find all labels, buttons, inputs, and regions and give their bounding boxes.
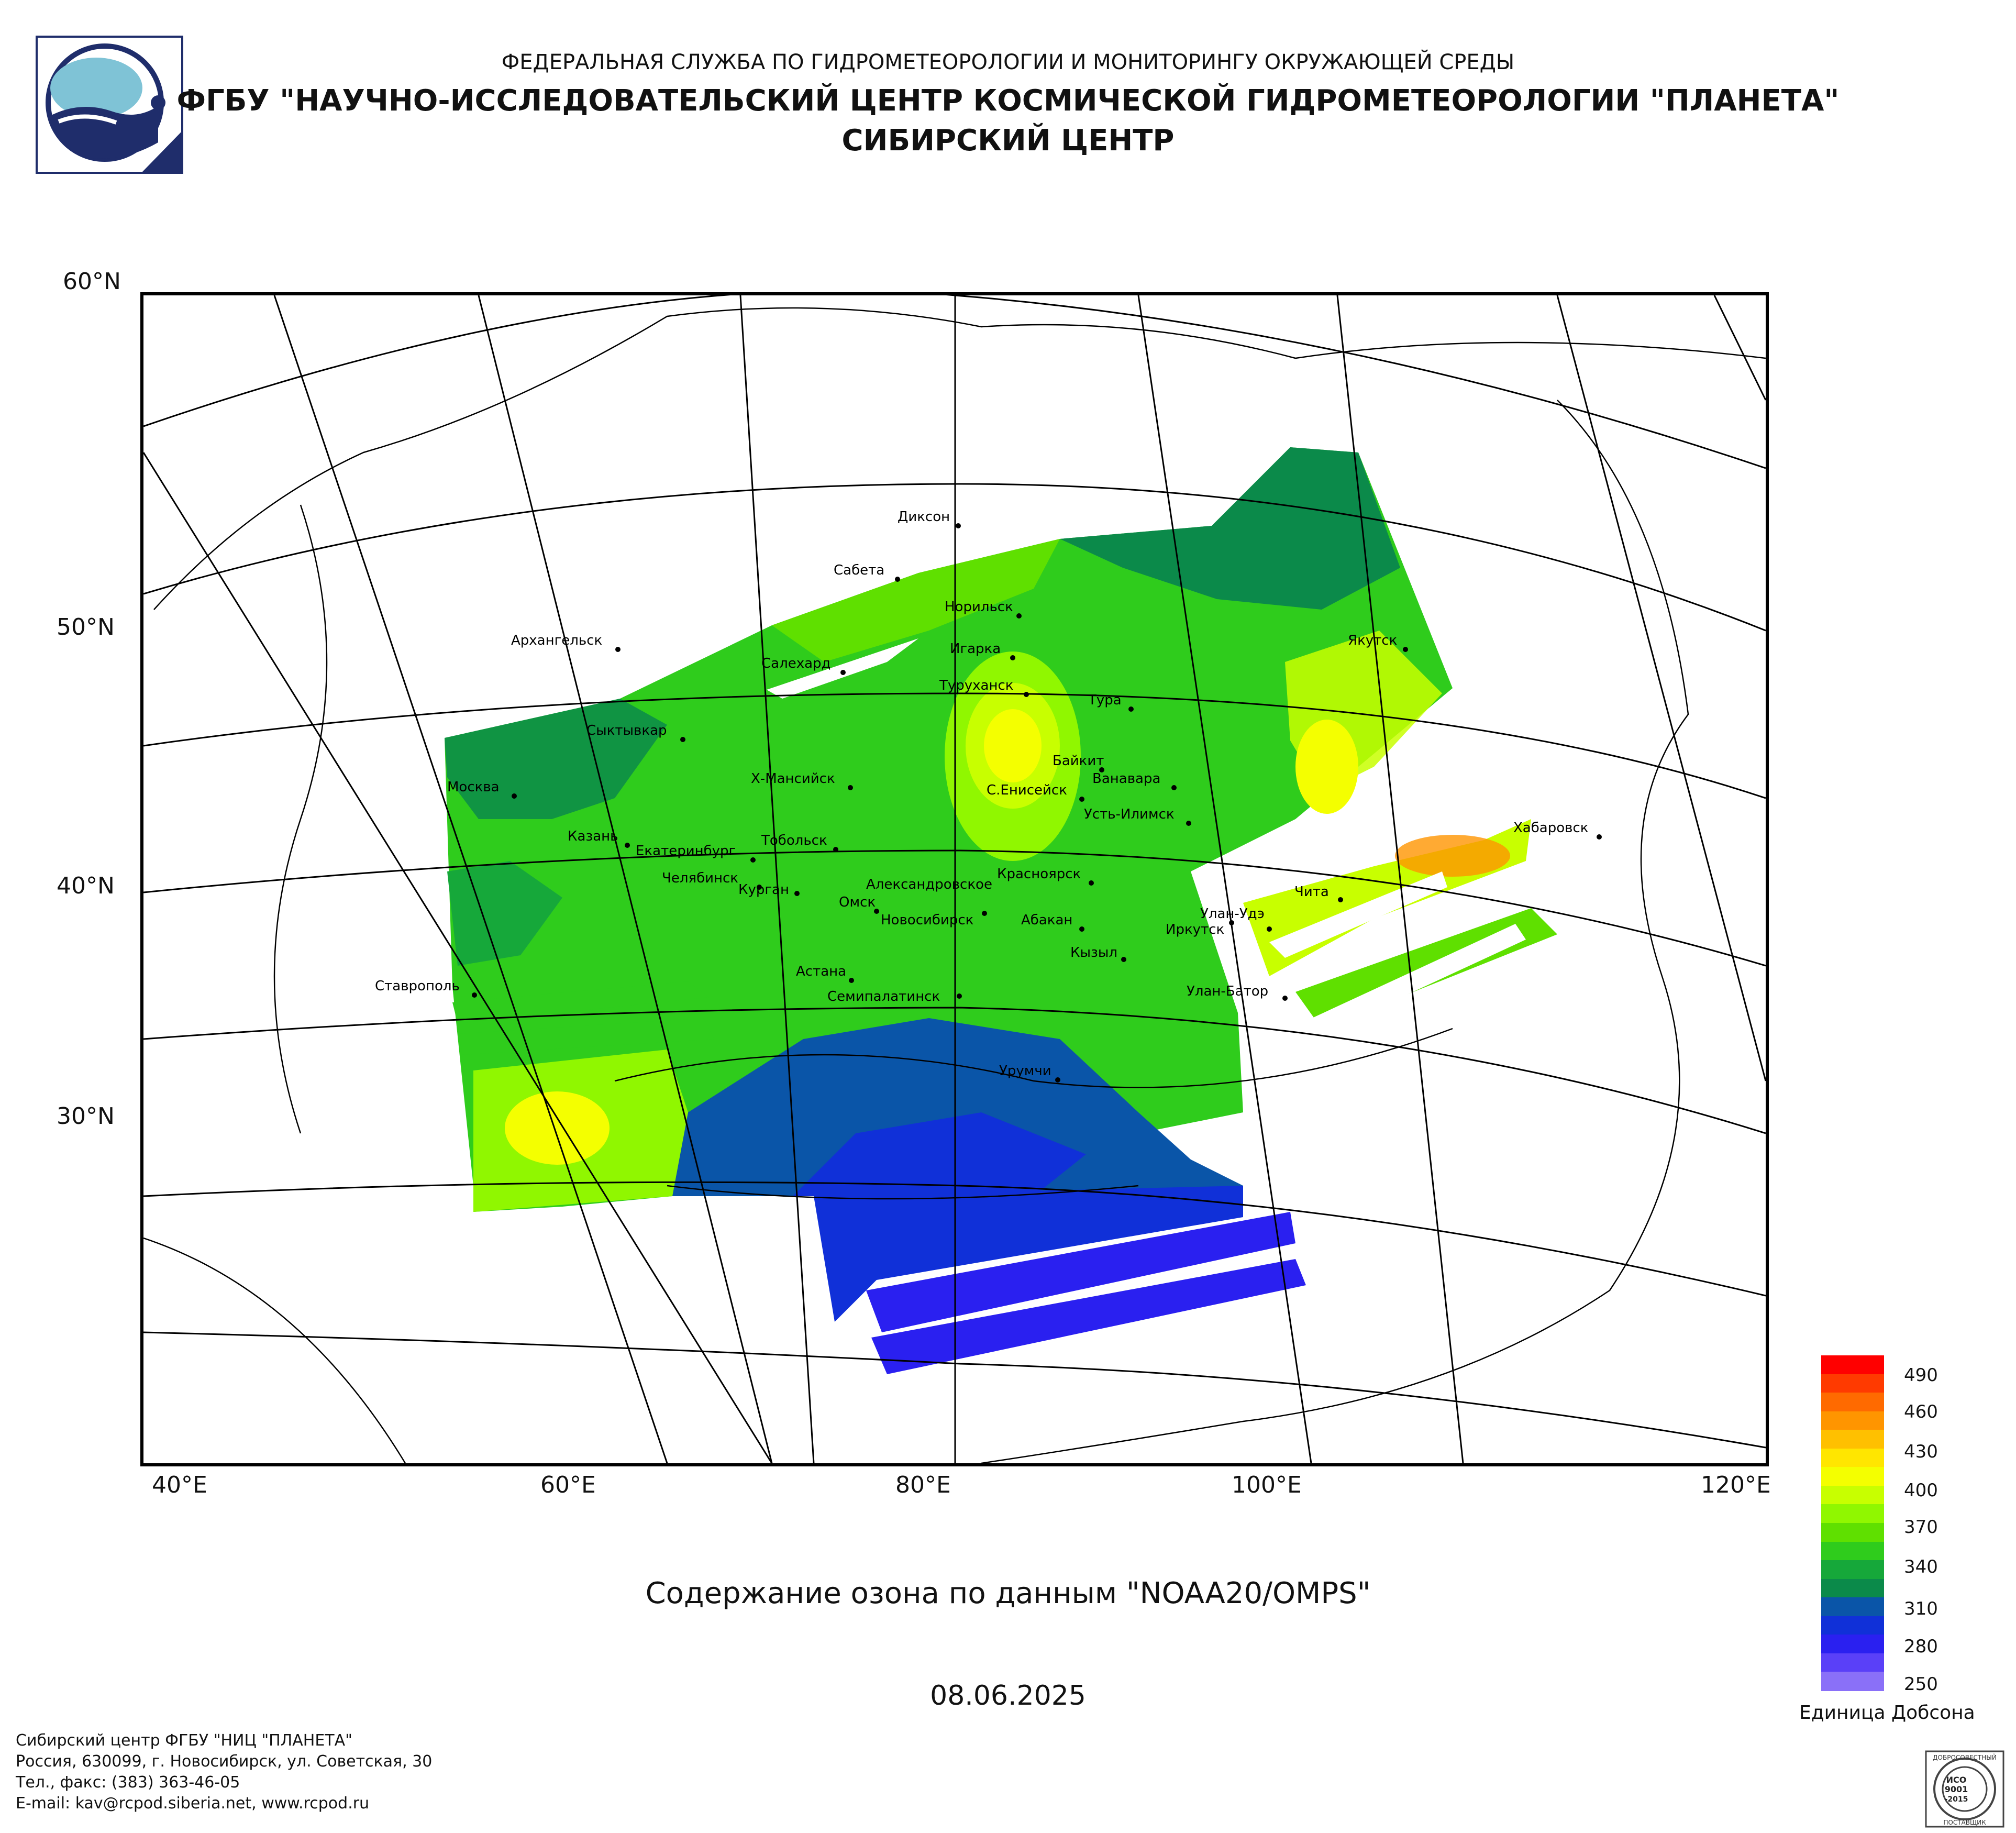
lat-label-30: 30°N <box>57 1103 115 1130</box>
map-canvas <box>143 295 1766 1463</box>
iso-text-3: -2015 <box>1945 1795 1968 1804</box>
legend-tick-250: 250 <box>1904 1674 1938 1695</box>
legend-swatch <box>1821 1485 1884 1505</box>
city-label-chita: Чита <box>1294 884 1329 900</box>
legend-tick-310: 310 <box>1904 1598 1938 1619</box>
coastlines <box>143 307 1766 1463</box>
ozone-map: Диксон Сабета Норильск Игарка Салехард Т… <box>140 292 1769 1466</box>
legend-swatch <box>1821 1448 1884 1468</box>
iso-text-1: ИСО <box>1946 1775 1967 1785</box>
legend-swatch <box>1821 1355 1884 1375</box>
city-label-aleksandrovskoe: Александровское <box>866 877 992 892</box>
footer-address: Россия, 630099, г. Новосибирск, ул. Сове… <box>16 1752 433 1771</box>
city-label-salekhard: Салехард <box>761 656 831 671</box>
city-label-turukhansk: Туруханск <box>939 678 1014 693</box>
lat-label-60: 60°N <box>63 268 121 295</box>
legend-colorbar <box>1821 1355 1884 1691</box>
legend-tick-460: 460 <box>1904 1401 1938 1422</box>
city-label-urumqi: Урумчи <box>999 1063 1051 1079</box>
city-label-ulan-bator: Улан-Батор <box>1187 984 1269 999</box>
city-label-novosibirsk: Новосибирск <box>881 912 974 928</box>
city-label-kazan: Казань <box>568 829 618 844</box>
city-label-yekaterinburg: Екатеринбург <box>636 843 736 859</box>
city-label-yakutsk: Якутск <box>1348 633 1398 648</box>
city-label-ulan-ude: Улан-Удэ <box>1200 906 1265 922</box>
iso-stamp: ДОБРОСОВЕСТНЫЙ ИСО 9001 -2015 ПОСТАВЩИК <box>1925 1750 2004 1828</box>
legend-swatch <box>1821 1541 1884 1561</box>
legend-swatch <box>1821 1635 1884 1654</box>
legend-tick-400: 400 <box>1904 1480 1938 1501</box>
city-label-tura: Тура <box>1088 692 1122 708</box>
city-label-igarka: Игарка <box>950 641 1001 657</box>
legend-swatch <box>1821 1411 1884 1431</box>
planeta-logo <box>36 36 183 174</box>
lon-label-100: 100°E <box>1232 1472 1302 1498</box>
city-label-abakan: Абакан <box>1021 912 1073 928</box>
legend-swatch <box>1821 1616 1884 1636</box>
graticule <box>143 295 1766 1463</box>
city-label-astana: Астана <box>796 964 847 979</box>
city-dots <box>472 523 1602 1083</box>
header-agency: ФЕДЕРАЛЬНАЯ СЛУЖБА ПО ГИДРОМЕТЕОРОЛОГИИ … <box>501 50 1515 74</box>
legend-tick-340: 340 <box>1904 1556 1938 1577</box>
legend-unit: Единица Добсона <box>1799 1702 1975 1724</box>
city-label-baykit: Байкит <box>1053 753 1104 769</box>
legend-swatch <box>1821 1672 1884 1691</box>
legend-swatch <box>1821 1504 1884 1523</box>
legend-swatch <box>1821 1560 1884 1580</box>
legend-swatch <box>1821 1578 1884 1598</box>
city-label-sabeta: Сабета <box>834 562 885 578</box>
city-label-omsk: Омск <box>839 895 876 910</box>
legend-swatch <box>1821 1653 1884 1673</box>
lon-label-120: 120°E <box>1701 1472 1771 1498</box>
map-caption: Содержание озона по данным "NOAA20/OMPS" <box>645 1576 1371 1610</box>
legend-swatch <box>1821 1393 1884 1412</box>
city-label-arkhangelsk: Архангельск <box>511 633 603 648</box>
city-label-khmansiysk: Х-Мансийск <box>751 771 835 787</box>
legend-tick-490: 490 <box>1904 1365 1938 1386</box>
legend-swatch <box>1821 1523 1884 1542</box>
legend-swatch <box>1821 1374 1884 1394</box>
footer-org: Сибирский центр ФГБУ "НИЦ "ПЛАНЕТА" <box>16 1731 352 1750</box>
city-label-vanavara: Ванавара <box>1092 771 1161 787</box>
ozone-field <box>445 447 1557 1374</box>
city-label-semipalatinsk: Семипалатинск <box>827 989 940 1004</box>
lon-label-60: 60°E <box>540 1472 596 1498</box>
city-label-s-eniseysk: С.Енисейск <box>987 782 1067 798</box>
city-label-kyzyl: Кызыл <box>1070 945 1117 960</box>
city-label-chelyabinsk: Челябинск <box>662 870 739 886</box>
city-label-krasnoyarsk: Красноярск <box>997 866 1081 882</box>
lat-label-40: 40°N <box>57 873 115 899</box>
map-date: 08.06.2025 <box>930 1680 1086 1711</box>
lon-label-40: 40°E <box>152 1472 207 1498</box>
lat-label-50: 50°N <box>57 614 115 641</box>
city-label-tobolsk: Тобольск <box>761 833 827 848</box>
legend-swatch <box>1821 1430 1884 1449</box>
legend-tick-280: 280 <box>1904 1636 1938 1657</box>
lon-label-80: 80°E <box>895 1472 951 1498</box>
city-label-dikson: Диксон <box>898 509 950 525</box>
city-label-syktyvkar: Сыктывкар <box>586 723 667 738</box>
city-label-khabarovsk: Хабаровск <box>1513 820 1589 836</box>
city-label-norilsk: Норильск <box>945 599 1013 615</box>
city-label-ust-ilimsk: Усть-Илимск <box>1084 807 1175 822</box>
footer-phone: Тел., факс: (383) 363-46-05 <box>16 1773 240 1792</box>
city-label-irkutsk: Иркутск <box>1166 922 1225 937</box>
footer-email: E-mail: kav@rcpod.siberia.net, www.rcpod… <box>16 1794 370 1813</box>
header-institute: ФГБУ "НАУЧНО-ИССЛЕДОВАТЕЛЬСКИЙ ЦЕНТР КОС… <box>176 84 1840 118</box>
city-label-stavropol: Ставрополь <box>375 978 460 994</box>
iso-bottom-text: ПОСТАВЩИК <box>1943 1819 1986 1826</box>
legend-tick-370: 370 <box>1904 1517 1938 1538</box>
city-label-kurgan: Курган <box>738 882 789 898</box>
legend-swatch <box>1821 1467 1884 1486</box>
iso-top-text: ДОБРОСОВЕСТНЫЙ <box>1933 1753 1997 1761</box>
legend-tick-430: 430 <box>1904 1441 1938 1462</box>
legend-swatch <box>1821 1597 1884 1617</box>
city-label-moscow: Москва <box>447 779 500 795</box>
header-center: СИБИРСКИЙ ЦЕНТР <box>841 124 1175 158</box>
iso-text-2: 9001 <box>1945 1784 1968 1794</box>
